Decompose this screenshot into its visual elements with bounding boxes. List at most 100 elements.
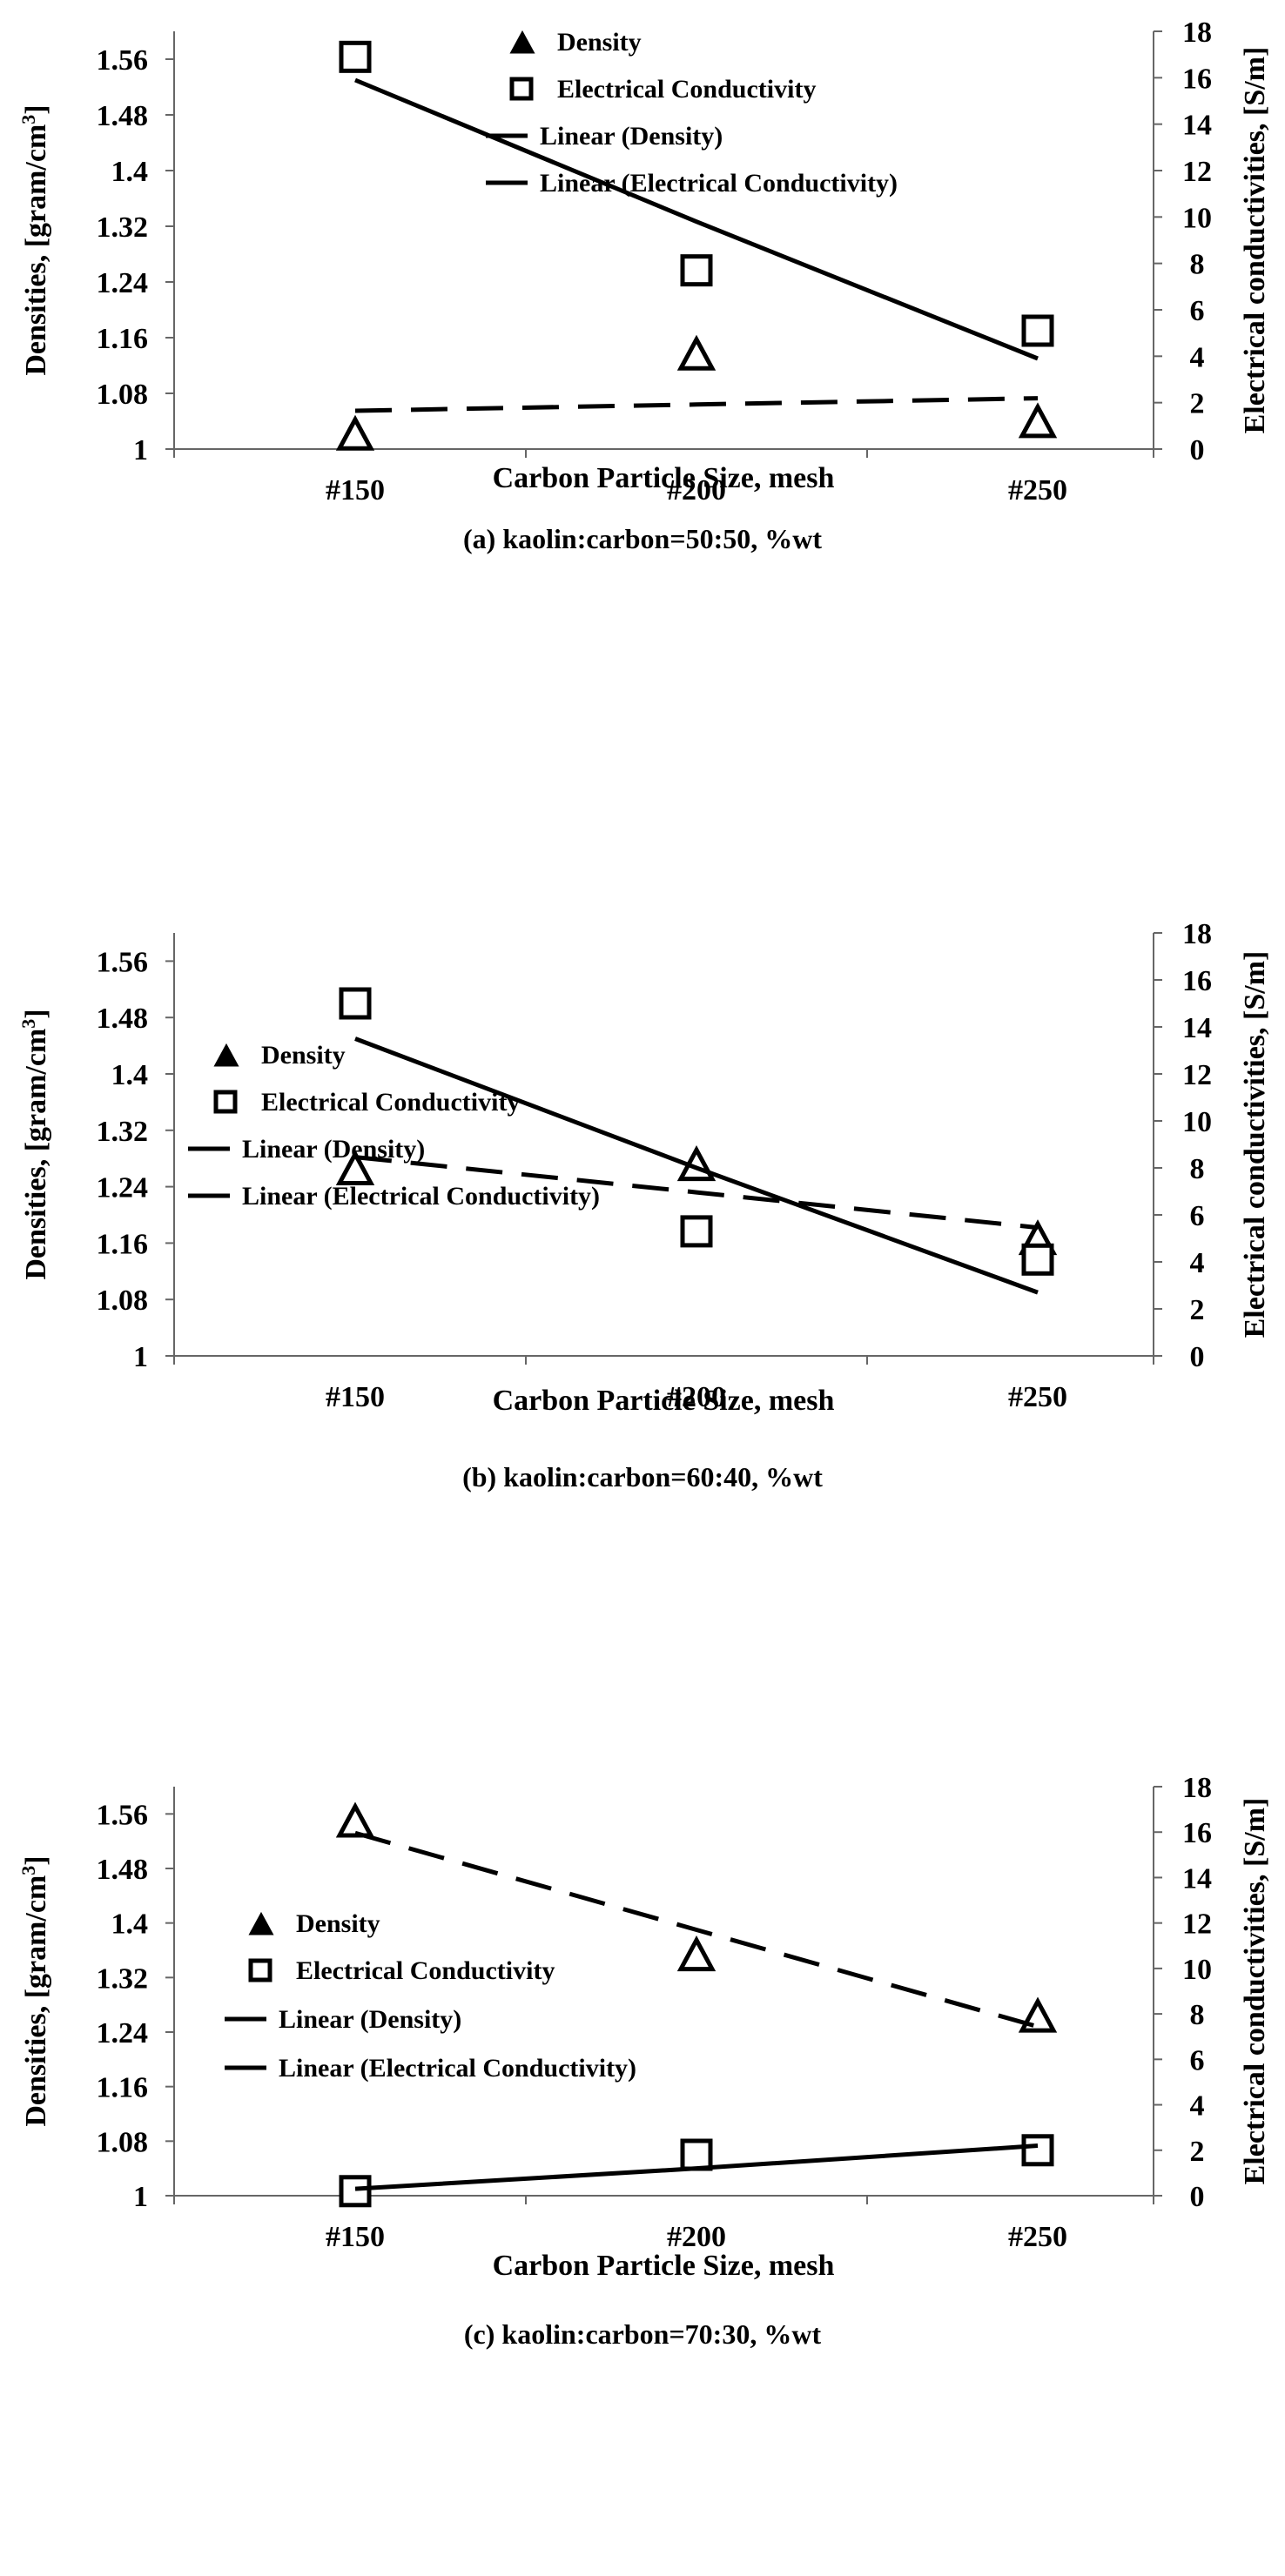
- density-trend-line: [354, 1830, 1039, 2029]
- left-tick-label: 1.24: [97, 2017, 149, 2049]
- left-tick-label: 1.32: [97, 211, 149, 244]
- right-tick-label: 8: [1190, 1153, 1205, 1185]
- left-tick-label: 1: [133, 434, 148, 466]
- series-electrical-conductivity: [339, 987, 1054, 1276]
- right-tick-label: 14: [1182, 1862, 1212, 1895]
- right-axis-title: Electrical conductivities, [S/m]: [1239, 951, 1271, 1338]
- left-tick-label: 1.08: [97, 1285, 149, 1317]
- left-tick-label: 1.08: [97, 379, 149, 411]
- left-axis-title-end: ]: [20, 1855, 52, 1865]
- left-tick-label: 1.16: [97, 1228, 149, 1260]
- left-tick-label: 1.4: [111, 1909, 149, 1941]
- right-tick-label: 12: [1182, 1909, 1212, 1941]
- legend-label: Density: [261, 1041, 346, 1070]
- x-tick-label: #200: [667, 2221, 726, 2253]
- density-point: [335, 1801, 375, 1838]
- density-point: [1018, 402, 1058, 439]
- left-tick-label: 1.4: [111, 1059, 149, 1091]
- density-trend-line: [354, 396, 1039, 413]
- left-axis-title-end: ]: [20, 104, 52, 114]
- right-tick-label: 0: [1190, 2181, 1205, 2213]
- x-tick-label: #250: [1008, 2221, 1067, 2253]
- legend-label: Electrical Conductivity: [296, 1956, 555, 1985]
- right-tick-label: 2: [1190, 388, 1205, 420]
- legend-item: Electrical Conductivity: [213, 1088, 520, 1117]
- density-point: [335, 414, 375, 451]
- left-axis-title: Densities, [gram/cm3]: [17, 1009, 52, 1279]
- left-axis-title: Densities, [gram/cm3]: [17, 1855, 52, 2126]
- right-tick-label: 16: [1182, 965, 1212, 997]
- legend-label: Linear (Density): [242, 1135, 425, 1164]
- legend-item: Linear (Density): [225, 2005, 461, 2034]
- legend-label: Density: [557, 28, 642, 57]
- series-linear-density: [354, 1830, 1039, 2029]
- left-axis-title-superscript: 3: [17, 1866, 39, 1875]
- legend-item: Density: [248, 1909, 380, 1938]
- density-trend-line: [354, 1155, 1039, 1231]
- right-tick-label: 18: [1182, 17, 1212, 49]
- left-axis-title-main: Densities, [gram/cm: [20, 1875, 52, 2127]
- chart-caption: (b) kaolin:carbon=60:40, %wt: [462, 1461, 823, 1493]
- legend-label: Linear (Density): [540, 122, 723, 151]
- left-tick-label: 1.24: [97, 267, 149, 299]
- series-linear-electrical-conductivity: [354, 77, 1039, 361]
- right-tick-label: 4: [1190, 1247, 1205, 1279]
- series-linear-electrical-conductivity: [354, 2143, 1039, 2191]
- series-density: [335, 334, 1058, 451]
- conductivity-point: [339, 987, 372, 1020]
- legend: Density Electrical Conductivity Linear (De…: [188, 1041, 600, 1211]
- left-axis-title-superscript: 3: [17, 1019, 39, 1029]
- x-tick-label: #150: [326, 2221, 385, 2253]
- chart-panel-3: 1 1.08 1.16 1.24 1.32 1.4 1.48 1.56 0 2 4 6 8 10 12 14 1…: [17, 1772, 1271, 2350]
- density-point: [335, 1149, 375, 1185]
- left-tick-label: 1.56: [97, 44, 149, 77]
- x-tick-label: #150: [326, 1381, 385, 1413]
- left-tick-label: 1.32: [97, 1116, 149, 1148]
- right-tick-label: 8: [1190, 1999, 1205, 2031]
- legend-label: Linear (Electrical Conductivity): [242, 1182, 600, 1211]
- conductivity-point: [1021, 2134, 1054, 2167]
- legend-label: Electrical Conductivity: [261, 1088, 520, 1117]
- left-tick-label: 1.32: [97, 1962, 149, 1995]
- legend-triangle-icon: [213, 1043, 239, 1067]
- left-axis-title-main: Densities, [gram/cm: [20, 124, 52, 376]
- legend: Density Electrical Conductivity Linear (De…: [486, 28, 898, 198]
- series-density: [335, 1801, 1058, 2033]
- conductivity-trend-line: [354, 1036, 1039, 1295]
- legend-triangle-icon: [248, 1911, 274, 1935]
- right-tick-label: 10: [1182, 1106, 1212, 1138]
- right-tick-label: 14: [1182, 1012, 1212, 1044]
- conductivity-point: [680, 2138, 713, 2171]
- left-tick-label: 1: [133, 2181, 148, 2213]
- left-axis-title-main: Densities, [gram/cm: [20, 1029, 52, 1280]
- legend-label: Electrical Conductivity: [557, 75, 816, 104]
- legend-item: Linear (Density): [188, 1135, 425, 1164]
- right-tick-label: 2: [1190, 1294, 1205, 1326]
- density-point: [676, 1935, 717, 1972]
- legend-item: Electrical Conductivity: [509, 75, 816, 104]
- density-point: [1018, 1996, 1058, 2033]
- legend-label: Linear (Electrical Conductivity): [540, 169, 898, 198]
- legend-item: Linear (Density): [486, 122, 723, 151]
- chart-caption: (c) kaolin:carbon=70:30, %wt: [464, 2318, 822, 2350]
- left-axis-title-end: ]: [20, 1009, 52, 1018]
- right-tick-label: 14: [1182, 110, 1212, 142]
- legend-item: Electrical Conductivity: [248, 1956, 555, 1985]
- x-tick-label: #250: [1008, 1381, 1067, 1413]
- right-tick-label: 0: [1190, 434, 1205, 466]
- chart-caption: (a) kaolin:carbon=50:50, %wt: [463, 523, 822, 554]
- conductivity-point: [1021, 1243, 1054, 1276]
- right-tick-label: 6: [1190, 295, 1205, 327]
- legend-item: Density: [509, 28, 642, 57]
- series-electrical-conductivity: [339, 2134, 1054, 2208]
- legend-item: Density: [213, 1041, 346, 1070]
- legend-item: Linear (Electrical Conductivity): [225, 2054, 636, 2083]
- right-tick-label: 16: [1182, 63, 1212, 95]
- conductivity-point: [339, 2175, 372, 2208]
- right-tick-label: 0: [1190, 1341, 1205, 1373]
- legend-triangle-icon: [509, 30, 535, 54]
- density-point: [676, 334, 717, 371]
- x-tick-label: #200: [667, 1381, 726, 1413]
- left-tick-label: 1.48: [97, 100, 149, 132]
- legend-item: Linear (Electrical Conductivity): [486, 169, 898, 198]
